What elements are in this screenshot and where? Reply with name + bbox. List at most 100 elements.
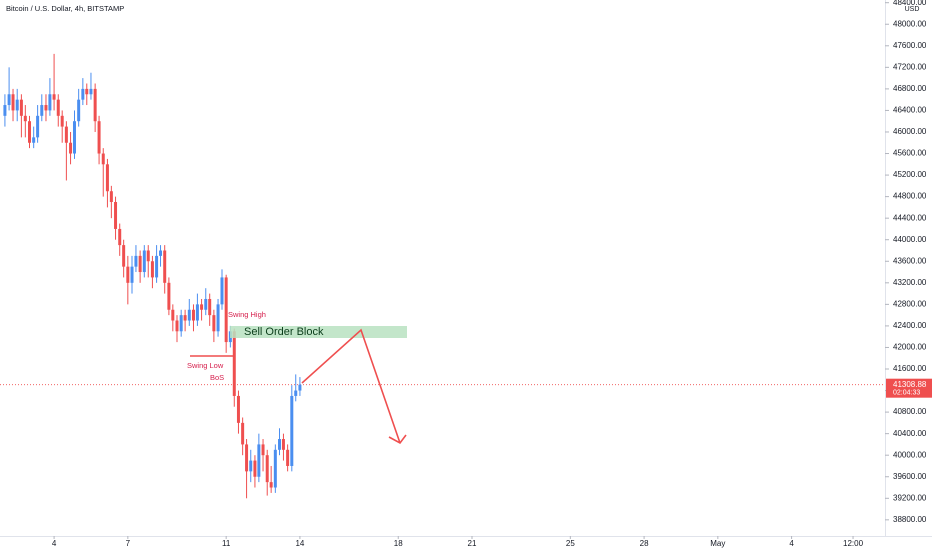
candle-body xyxy=(245,444,249,472)
candle-body xyxy=(64,126,68,143)
x-tick-label: 4 xyxy=(52,539,57,548)
y-tick-label: 42400.00 xyxy=(893,321,927,330)
candle-body xyxy=(236,395,240,423)
swing-high-label: Swing High xyxy=(228,310,266,319)
y-tick-label: 44800.00 xyxy=(893,192,927,201)
candle-body xyxy=(155,255,159,278)
candle-body xyxy=(171,309,175,321)
candle-body xyxy=(15,99,19,111)
candle-body xyxy=(163,250,167,283)
candle-body xyxy=(224,277,228,343)
zone-label: Sell Order Block xyxy=(244,326,324,338)
y-tick-label: 44400.00 xyxy=(893,213,927,222)
candle-body xyxy=(159,250,163,256)
candle-body xyxy=(200,304,204,310)
projection-arrow xyxy=(301,328,401,444)
candle-body xyxy=(167,282,171,310)
candle-body xyxy=(109,191,113,203)
chart-title: Bitcoin / U.S. Dollar, 4h, BITSTAMP xyxy=(6,4,124,13)
candle-body xyxy=(81,88,85,100)
candle-body xyxy=(52,94,56,100)
candle-body xyxy=(220,277,224,305)
candle-body xyxy=(48,94,52,111)
y-tick-label: 42000.00 xyxy=(893,343,927,352)
y-tick-label: 41600.00 xyxy=(893,364,927,373)
y-tick-label: 40800.00 xyxy=(893,407,927,416)
last-price-label: 41308.88 xyxy=(893,380,927,389)
y-tick-label: 39600.00 xyxy=(893,472,927,481)
y-tick-label: 40400.00 xyxy=(893,429,927,438)
candle-body xyxy=(281,439,285,450)
candle-body xyxy=(261,444,265,456)
candle-body xyxy=(179,315,183,332)
candle-body xyxy=(77,99,81,122)
candles xyxy=(3,53,302,499)
y-tick-label: 40000.00 xyxy=(893,450,927,459)
y-tick-label: 39200.00 xyxy=(893,493,927,502)
candle-body xyxy=(298,384,302,391)
y-tick-label: 45600.00 xyxy=(893,149,927,158)
candle-body xyxy=(130,266,134,283)
y-tick-label: 42800.00 xyxy=(893,299,927,308)
candle-body xyxy=(278,439,282,450)
y-tick-label: 48000.00 xyxy=(893,19,927,28)
candle-body xyxy=(28,121,31,143)
candle-body xyxy=(122,245,126,267)
candle-body xyxy=(56,99,60,116)
candle-body xyxy=(72,121,76,154)
candle-body xyxy=(97,121,101,154)
candle-body xyxy=(208,298,212,316)
arrow-head xyxy=(388,434,407,445)
candle-body xyxy=(19,99,23,116)
candle-body xyxy=(191,309,195,321)
candle-body xyxy=(216,304,220,332)
x-tick-label: 28 xyxy=(640,539,649,548)
currency-label: USD xyxy=(905,6,920,13)
candle-body xyxy=(105,164,109,192)
candle-body xyxy=(232,331,236,396)
candle-body xyxy=(265,455,269,483)
candle-body xyxy=(69,142,73,154)
y-tick-label: 46800.00 xyxy=(893,84,927,93)
y-tick-label: 38800.00 xyxy=(893,515,927,524)
y-tick-label: 43600.00 xyxy=(893,256,927,265)
candle-body xyxy=(36,115,40,138)
candle-body xyxy=(273,449,277,488)
candle-body xyxy=(3,105,7,116)
candle-body xyxy=(7,94,11,106)
candle-body xyxy=(290,395,294,466)
x-tick-label: 14 xyxy=(295,539,304,548)
candle-body xyxy=(93,88,97,122)
candle-body xyxy=(114,202,118,229)
candle-body xyxy=(241,422,245,445)
x-tick-label: 12:00 xyxy=(843,539,864,548)
candle-body xyxy=(175,320,179,332)
x-tick-label: 25 xyxy=(566,539,575,548)
candle-body xyxy=(40,105,44,116)
x-tick-label: 21 xyxy=(468,539,477,548)
y-tick-label: 47200.00 xyxy=(893,62,927,71)
candle-body xyxy=(212,315,216,332)
candle-body xyxy=(150,261,154,278)
currency-box xyxy=(900,0,928,14)
bos-label: BoS xyxy=(210,373,224,382)
candle-body xyxy=(269,482,273,488)
y-tick-label: 48400.00 xyxy=(893,0,927,7)
countdown-label: 02:04:33 xyxy=(893,390,920,397)
candle-body xyxy=(195,304,199,321)
y-tick-label: 46000.00 xyxy=(893,127,927,136)
candle-body xyxy=(294,390,298,396)
candle-body xyxy=(11,94,15,111)
y-tick-label: 44000.00 xyxy=(893,235,927,244)
candle-body xyxy=(101,153,105,165)
candle-body xyxy=(142,250,146,273)
candle-body xyxy=(60,115,64,127)
candle-body xyxy=(204,298,208,310)
last-price-box xyxy=(886,378,932,398)
candle-body xyxy=(23,115,27,122)
candle-body xyxy=(118,228,122,246)
x-tick-label: May xyxy=(710,539,725,548)
candle-body xyxy=(253,460,257,477)
